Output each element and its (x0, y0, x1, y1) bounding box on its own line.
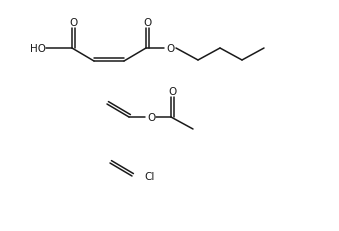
Text: O: O (168, 87, 176, 97)
Text: O: O (143, 18, 151, 28)
Text: Cl: Cl (144, 171, 154, 181)
Text: O: O (69, 18, 77, 28)
Text: O: O (166, 44, 174, 54)
Text: O: O (147, 112, 155, 122)
Text: HO: HO (30, 44, 46, 54)
